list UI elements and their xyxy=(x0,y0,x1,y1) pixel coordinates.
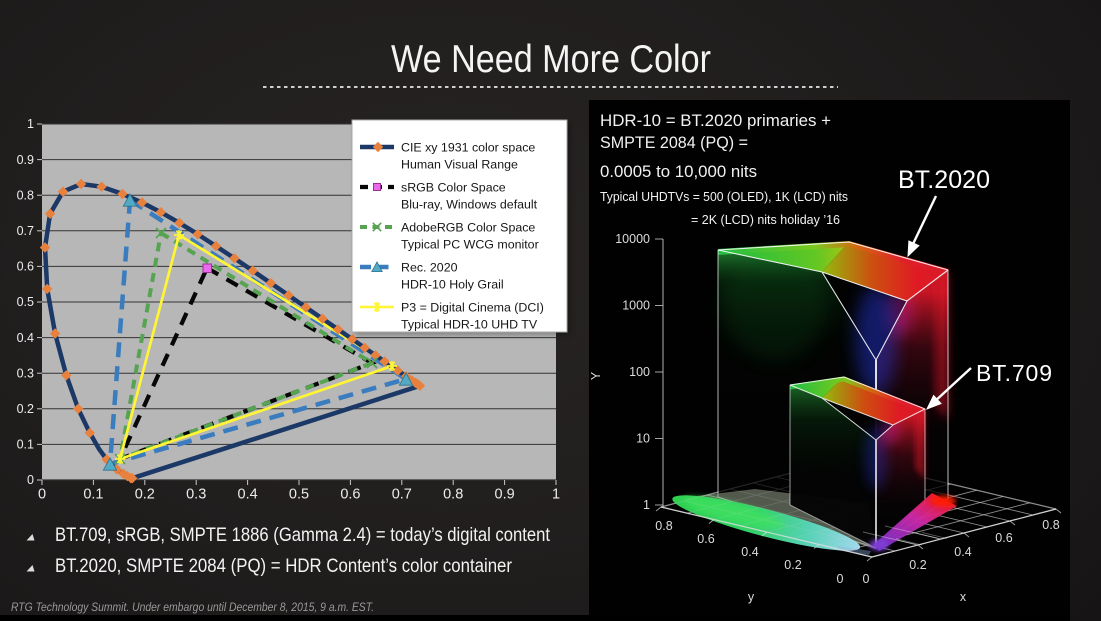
svg-text:BT.709, sRGB, SMPTE 1886 (Gamm: BT.709, sRGB, SMPTE 1886 (Gamma 2.4) = t… xyxy=(55,524,550,546)
svg-text:We Need More Color: We Need More Color xyxy=(391,38,711,81)
svg-text:100: 100 xyxy=(629,365,650,379)
svg-text:0.4: 0.4 xyxy=(17,331,34,345)
svg-text:0: 0 xyxy=(38,487,46,503)
svg-text:0.1: 0.1 xyxy=(17,438,34,452)
svg-text:Typical UHDTVs = 500 (OLED), 1: Typical UHDTVs = 500 (OLED), 1K (LCD) ni… xyxy=(600,190,848,204)
svg-text:0: 0 xyxy=(863,572,870,586)
svg-text:Y: Y xyxy=(589,371,603,380)
svg-text:Human Visual Range: Human Visual Range xyxy=(401,158,518,172)
svg-text:1: 1 xyxy=(552,487,560,503)
svg-text:0.6: 0.6 xyxy=(17,260,34,274)
svg-text:0.4: 0.4 xyxy=(954,545,971,559)
svg-text:0.9: 0.9 xyxy=(495,487,515,503)
svg-text:y: y xyxy=(748,590,755,604)
svg-text:1: 1 xyxy=(27,117,34,131)
svg-text:10000: 10000 xyxy=(615,232,650,246)
svg-text:0.3: 0.3 xyxy=(17,366,34,380)
svg-text:0.3: 0.3 xyxy=(186,487,206,503)
svg-text:BT.2020, SMPTE 2084 (PQ) = HDR: BT.2020, SMPTE 2084 (PQ) = HDR Content’s… xyxy=(55,555,512,577)
svg-text:0.7: 0.7 xyxy=(17,224,34,238)
svg-text:0.5: 0.5 xyxy=(289,487,309,503)
svg-text:BT.709: BT.709 xyxy=(976,360,1052,386)
svg-text:AdobeRGB Color Space: AdobeRGB Color Space xyxy=(401,221,535,235)
svg-text:0.2: 0.2 xyxy=(909,558,926,572)
svg-text:0.2: 0.2 xyxy=(784,558,801,572)
svg-text:RTG Technology Summit. Under e: RTG Technology Summit. Under embargo unt… xyxy=(11,600,374,614)
svg-text:0.6: 0.6 xyxy=(697,532,714,546)
svg-text:0.2: 0.2 xyxy=(135,487,155,503)
svg-text:0.0005 to 10,000 nits: 0.0005 to 10,000 nits xyxy=(600,162,757,181)
svg-text:SMPTE 2084 (PQ) =: SMPTE 2084 (PQ) = xyxy=(600,133,748,152)
svg-text:BT.2020: BT.2020 xyxy=(898,166,990,194)
svg-text:Blu-ray, Windows default: Blu-ray, Windows default xyxy=(401,198,538,212)
svg-text:sRGB Color Space: sRGB Color Space xyxy=(401,181,506,195)
svg-text:0.2: 0.2 xyxy=(17,402,34,416)
svg-text:0.5: 0.5 xyxy=(17,295,34,309)
svg-text:Typical PC WCG monitor: Typical PC WCG monitor xyxy=(401,238,539,252)
svg-text:Rec. 2020: Rec. 2020 xyxy=(401,261,458,275)
svg-text:0.7: 0.7 xyxy=(392,487,412,503)
svg-text:HDR-10 Holy Grail: HDR-10 Holy Grail xyxy=(401,278,504,292)
svg-text:0.8: 0.8 xyxy=(17,188,34,202)
svg-text:0.8: 0.8 xyxy=(1042,518,1059,532)
svg-text:0.9: 0.9 xyxy=(17,153,34,167)
svg-text:10: 10 xyxy=(636,432,650,446)
svg-text:0.4: 0.4 xyxy=(741,545,758,559)
svg-text:1: 1 xyxy=(643,498,650,512)
svg-text:0.8: 0.8 xyxy=(655,519,672,533)
svg-text:0.6: 0.6 xyxy=(995,531,1012,545)
svg-text:0.1: 0.1 xyxy=(83,487,103,503)
svg-text:1000: 1000 xyxy=(622,299,650,313)
svg-text:0: 0 xyxy=(837,572,844,586)
svg-text:= 2K (LCD) nits holiday ’16: = 2K (LCD) nits holiday ’16 xyxy=(691,213,840,227)
svg-text:0.6: 0.6 xyxy=(340,487,360,503)
svg-text:x: x xyxy=(960,590,967,604)
svg-text:0.8: 0.8 xyxy=(443,487,463,503)
svg-text:HDR-10 = BT.2020 primaries +: HDR-10 = BT.2020 primaries + xyxy=(600,111,831,130)
svg-text:0.4: 0.4 xyxy=(238,487,258,503)
svg-text:CIE xy 1931 color space: CIE xy 1931 color space xyxy=(401,141,535,155)
svg-text:P3 = Digital Cinema (DCI): P3 = Digital Cinema (DCI) xyxy=(401,301,544,315)
svg-text:Typical HDR-10 UHD TV: Typical HDR-10 UHD TV xyxy=(401,318,538,332)
svg-text:0: 0 xyxy=(27,473,34,487)
